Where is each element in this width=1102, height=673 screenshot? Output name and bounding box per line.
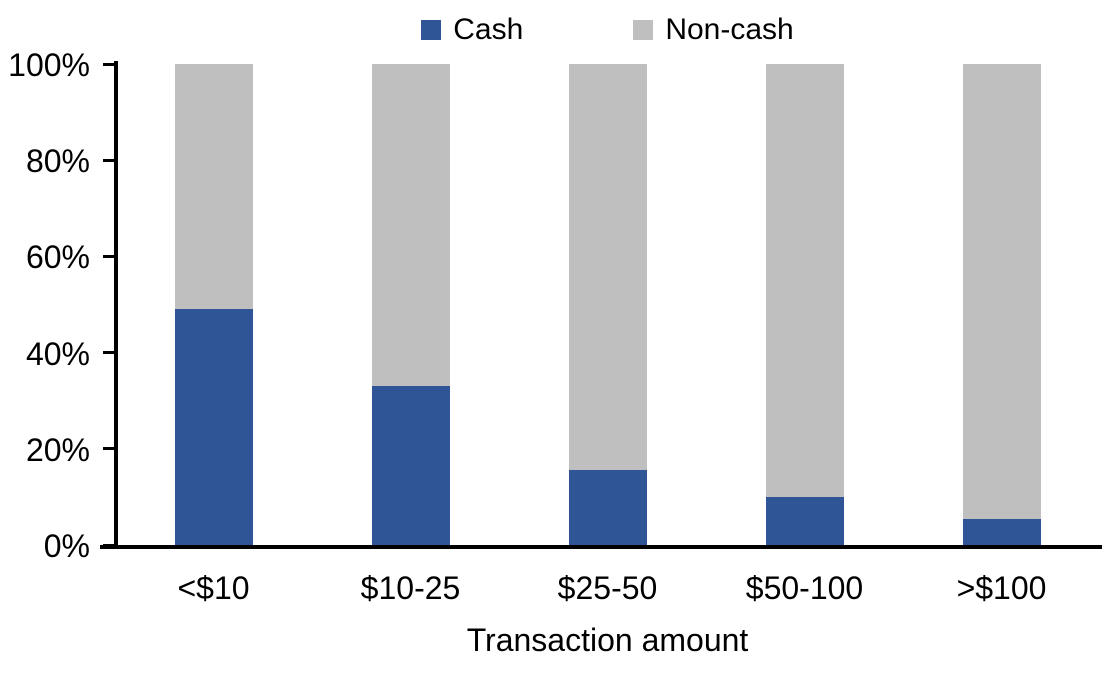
bar-segment-cash xyxy=(174,309,253,545)
y-tick-mark xyxy=(103,351,116,355)
legend-item-cash: Cash xyxy=(421,15,523,45)
x-tick-label: $50-100 xyxy=(745,570,864,606)
bar-segment-noncash xyxy=(174,64,253,310)
y-tick-mark xyxy=(103,254,116,258)
y-tick-label: 60% xyxy=(25,239,90,276)
bar-segment-cash xyxy=(765,496,844,545)
legend: Cash Non-cash xyxy=(115,8,1100,52)
bar-segment-cash xyxy=(568,470,647,545)
y-tick-mark xyxy=(103,158,116,162)
y-tick-label: 40% xyxy=(25,335,90,372)
y-tick-label: 20% xyxy=(25,431,90,468)
legend-label-noncash: Non-cash xyxy=(665,13,794,46)
bar-segment-cash xyxy=(371,386,450,545)
bar-$10-25 xyxy=(371,64,450,545)
y-tick-label: 100% xyxy=(8,47,90,83)
y-axis-line xyxy=(114,61,118,549)
x-tick-label: >$100 xyxy=(956,570,1047,606)
bar-segment-noncash xyxy=(962,64,1041,519)
bar->$100 xyxy=(962,64,1041,545)
bar-$25-50 xyxy=(568,64,647,545)
cash-swatch-icon xyxy=(421,20,442,40)
y-tick-label: 0% xyxy=(43,528,90,564)
legend-item-noncash: Non-cash xyxy=(633,13,794,46)
x-axis-line xyxy=(100,545,1102,549)
bar-segment-noncash xyxy=(568,64,647,471)
x-tick-label: $25-50 xyxy=(557,570,658,606)
y-tick-label: 80% xyxy=(25,143,90,180)
bar-$50-100 xyxy=(765,64,844,545)
x-axis-title: Transaction amount xyxy=(466,622,749,658)
y-tick-mark xyxy=(103,447,116,451)
x-tick-label: $10-25 xyxy=(360,570,461,606)
bar-<$10 xyxy=(174,64,253,545)
x-tick-label: <$10 xyxy=(177,570,250,606)
bar-segment-noncash xyxy=(765,64,844,497)
noncash-swatch-icon xyxy=(633,20,654,40)
legend-label-cash: Cash xyxy=(453,13,524,46)
y-tick-mark xyxy=(103,62,116,66)
bar-segment-cash xyxy=(962,518,1041,545)
bar-segment-noncash xyxy=(371,64,450,387)
